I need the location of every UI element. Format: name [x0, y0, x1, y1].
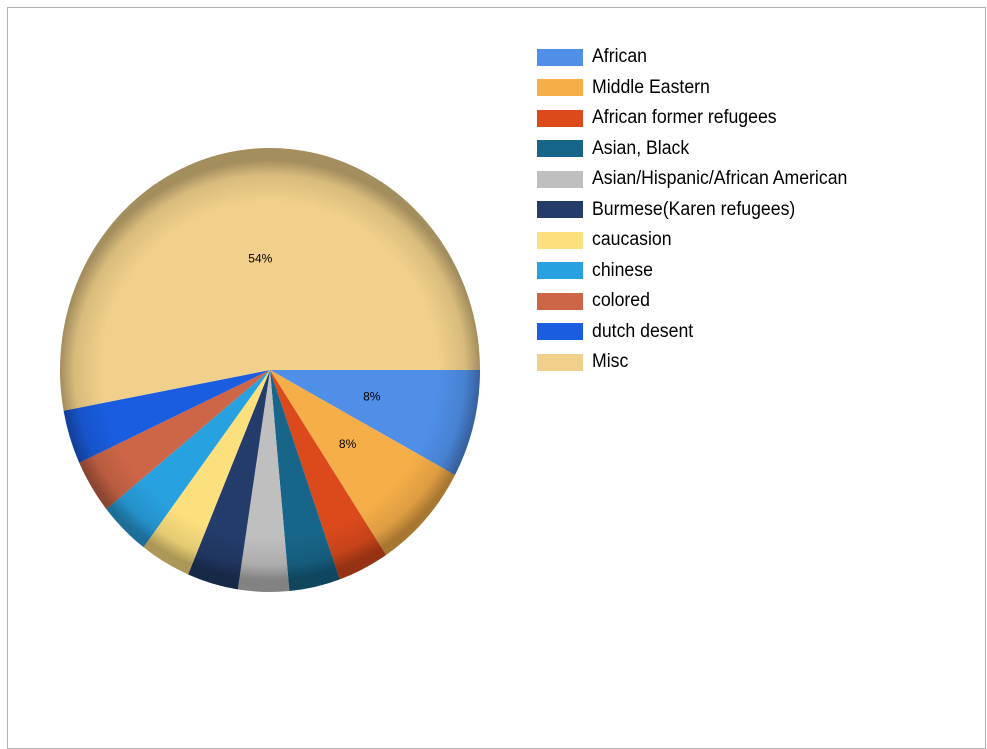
legend-swatch: [537, 323, 583, 341]
legend-label: dutch desent: [592, 320, 694, 342]
legend: African Middle Eastern African former refu…: [537, 42, 867, 378]
legend-swatch: [537, 140, 583, 158]
data-label-african: 8%: [363, 389, 381, 403]
legend-swatch: [537, 48, 583, 66]
legend-item-burmese-karen-refugees: Burmese(Karen refugees): [537, 195, 867, 226]
legend-swatch: [537, 109, 583, 127]
legend-swatch: [537, 170, 583, 188]
legend-swatch: [537, 262, 583, 280]
legend-label: Burmese(Karen refugees): [592, 198, 796, 220]
legend-item-asian-hispanic-african-american: Asian/Hispanic/African American: [537, 164, 867, 195]
legend-item-middle-eastern: Middle Eastern: [537, 73, 867, 104]
legend-label: Misc: [592, 351, 629, 373]
legend-swatch: [537, 79, 583, 97]
legend-label: Asian/Hispanic/African American: [592, 168, 848, 190]
legend-label: African: [592, 46, 648, 68]
legend-swatch: [537, 292, 583, 310]
legend-label: colored: [592, 290, 650, 312]
data-label-misc: 54%: [248, 252, 272, 266]
legend-item-caucasion: caucasion: [537, 225, 867, 256]
data-label-middle-eastern: 8%: [339, 437, 357, 451]
pie-slices: [60, 147, 480, 592]
legend-label: caucasion: [592, 229, 672, 251]
legend-swatch: [537, 231, 583, 249]
legend-label: African former refugees: [592, 107, 777, 129]
legend-item-african-former-refugees: African former refugees: [537, 103, 867, 134]
pie-data-labels: 8% 8% 54%: [248, 252, 381, 451]
legend-label: chinese: [592, 259, 653, 281]
legend-item-chinese: chinese: [537, 256, 867, 287]
legend-swatch: [537, 201, 583, 219]
legend-item-african: African: [537, 42, 867, 73]
legend-swatch: [537, 353, 583, 371]
legend-item-asian-black: Asian, Black: [537, 134, 867, 165]
legend-item-dutch-desent: dutch desent: [537, 317, 867, 348]
legend-label: Asian, Black: [592, 137, 690, 159]
legend-label: Middle Eastern: [592, 76, 710, 98]
legend-item-misc: Misc: [537, 347, 867, 378]
legend-item-colored: colored: [537, 286, 867, 317]
